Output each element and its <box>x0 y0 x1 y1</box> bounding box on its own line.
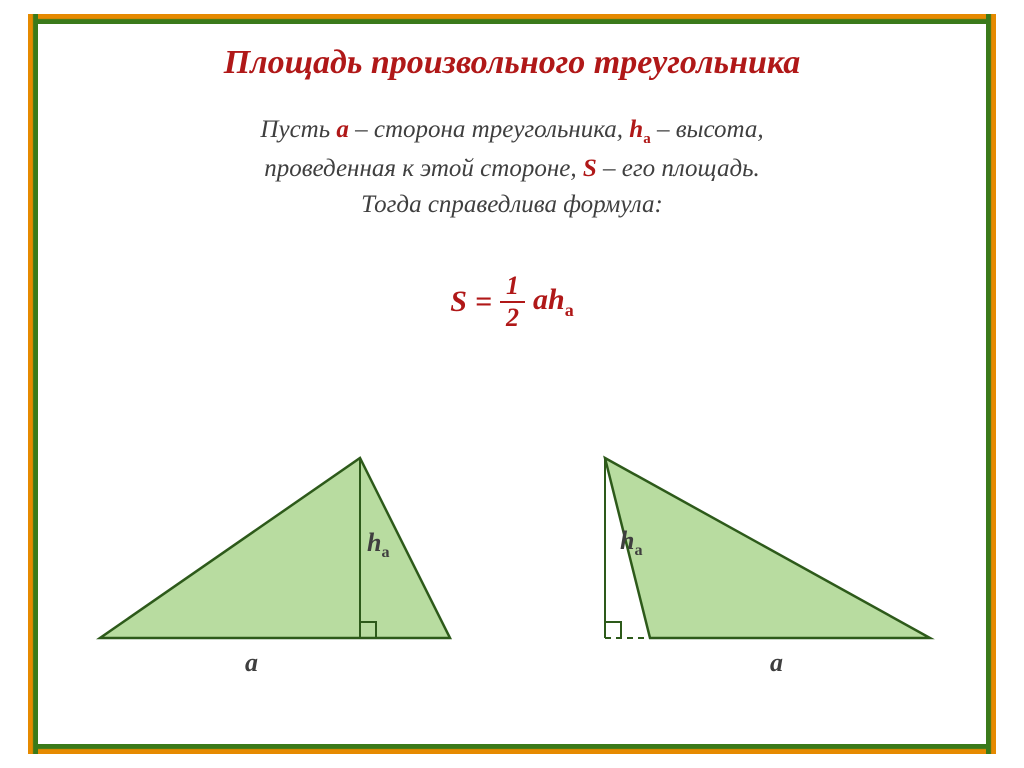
triangle-acute <box>100 458 450 638</box>
label-h-right: hа <box>620 526 643 560</box>
frame-border-right <box>986 14 996 754</box>
formula-h: h <box>548 283 565 316</box>
formula-rhs: аhа <box>533 283 574 321</box>
label-a-left: а <box>245 648 258 678</box>
label-h-left-sub: а <box>381 544 389 561</box>
triangle-obtuse <box>605 458 930 638</box>
triangle-obtuse-figure <box>530 438 950 668</box>
var-a: а <box>336 116 349 143</box>
desc-line1-mid: – сторона треугольника, <box>349 116 629 143</box>
desc-line2-prefix: проведенная к этой стороне, <box>264 155 583 182</box>
page-title: Площадь произвольного треугольника <box>60 44 964 82</box>
frame-border-bottom <box>28 744 996 754</box>
area-formula: S = 1 2 аhа <box>60 273 964 331</box>
frame-border-left <box>28 14 38 754</box>
formula-fraction: 1 2 <box>500 273 525 331</box>
desc-line1-prefix: Пусть <box>260 116 336 143</box>
formula-h-sub: а <box>565 300 574 320</box>
formula-denominator: 2 <box>500 303 525 331</box>
frame-border-top <box>28 14 996 24</box>
label-h-right-base: h <box>620 526 634 555</box>
label-a-right: а <box>770 648 783 678</box>
desc-line2-suffix: – его площадь. <box>597 155 760 182</box>
formula-numerator: 1 <box>500 273 525 303</box>
label-h-left-base: h <box>367 528 381 557</box>
var-h: hа <box>629 116 650 143</box>
right-angle-marker-right <box>605 622 621 638</box>
var-S: S <box>583 155 597 182</box>
desc-line1-suffix: – высота, <box>651 116 764 143</box>
formula-S: S <box>450 285 467 319</box>
label-h-left: hа <box>367 528 390 562</box>
var-h-base: h <box>629 116 643 143</box>
figures-row: hа а hа а <box>60 438 964 698</box>
description-text: Пусть а – сторона треугольника, hа – выс… <box>80 112 944 223</box>
formula-eq: = <box>475 285 492 319</box>
formula-a: а <box>533 283 548 316</box>
label-h-right-sub: а <box>634 542 642 559</box>
var-h-sub: а <box>643 131 651 147</box>
slide-content: Площадь произвольного треугольника Пусть… <box>60 38 964 730</box>
desc-line3: Тогда справедлива формула: <box>361 191 663 218</box>
triangle-acute-figure <box>80 438 480 668</box>
